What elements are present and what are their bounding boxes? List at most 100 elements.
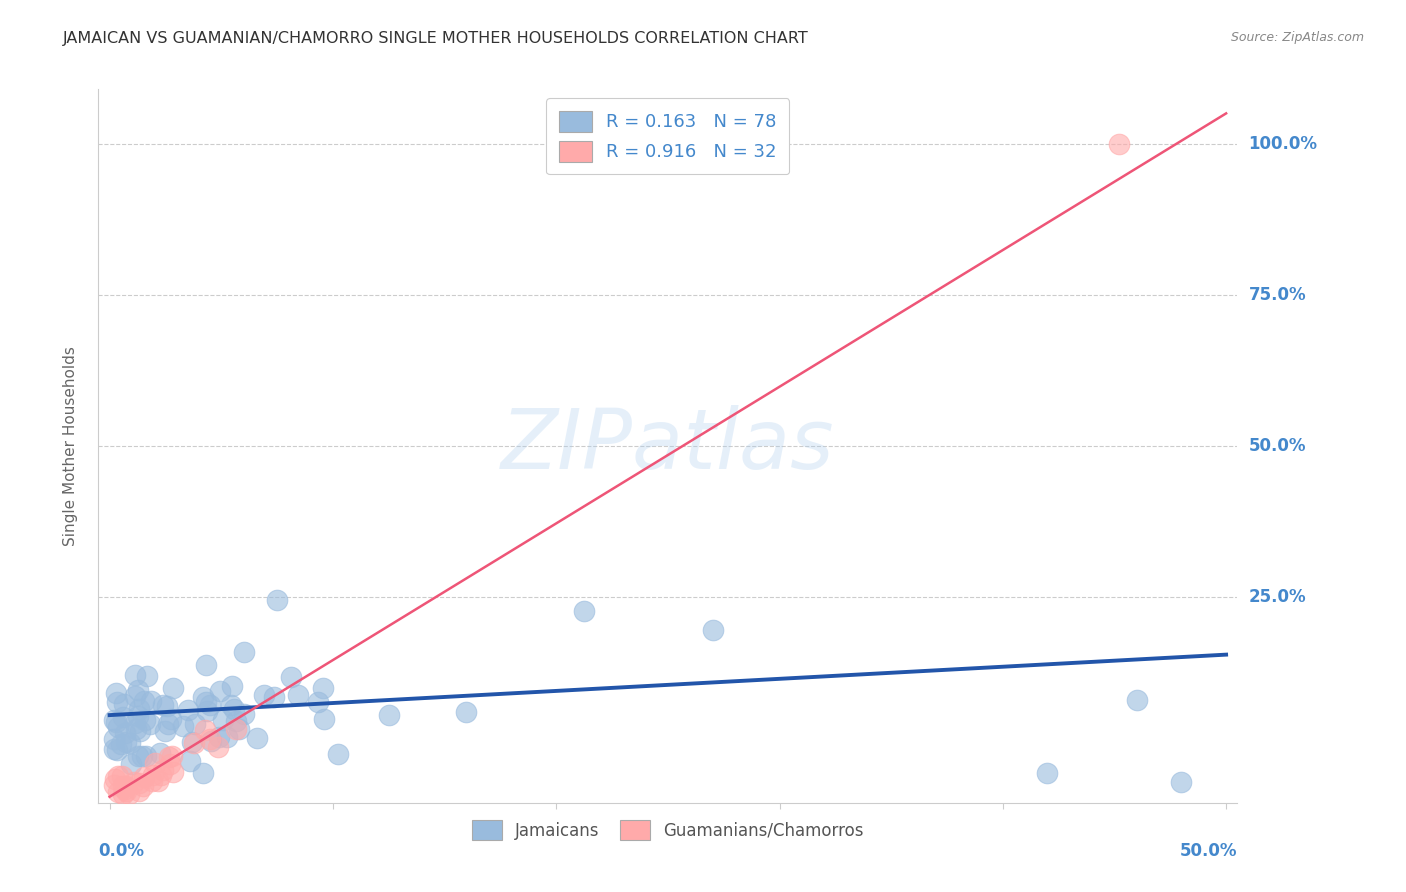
Point bbox=[195, 695, 218, 709]
Point bbox=[127, 709, 149, 723]
Point bbox=[112, 710, 135, 724]
Point bbox=[1036, 765, 1059, 780]
Point bbox=[208, 730, 231, 744]
Point bbox=[149, 746, 172, 760]
Point bbox=[195, 657, 218, 672]
Point bbox=[222, 702, 245, 716]
Point bbox=[127, 748, 149, 763]
Point bbox=[314, 712, 336, 726]
Point bbox=[221, 679, 243, 693]
Point bbox=[132, 779, 155, 793]
Point bbox=[172, 719, 194, 733]
Point bbox=[118, 736, 141, 750]
Point bbox=[105, 714, 128, 729]
Point bbox=[114, 726, 136, 740]
Point bbox=[266, 593, 288, 607]
Point bbox=[135, 748, 157, 763]
Point bbox=[128, 776, 150, 790]
Point bbox=[105, 686, 128, 700]
Point bbox=[572, 604, 595, 618]
Point bbox=[1108, 136, 1130, 151]
Point bbox=[311, 681, 333, 696]
Point bbox=[263, 690, 285, 704]
Point bbox=[1170, 774, 1192, 789]
Point bbox=[159, 757, 181, 772]
Point bbox=[149, 768, 172, 782]
Point bbox=[191, 690, 214, 705]
Point bbox=[225, 723, 247, 737]
Text: 50.0%: 50.0% bbox=[1180, 842, 1237, 860]
Point bbox=[211, 714, 233, 728]
Point bbox=[162, 681, 184, 695]
Point bbox=[156, 698, 179, 713]
Point bbox=[124, 774, 146, 789]
Point bbox=[162, 749, 184, 764]
Point bbox=[245, 731, 267, 745]
Point bbox=[107, 769, 129, 783]
Point bbox=[114, 734, 136, 748]
Point bbox=[225, 714, 247, 728]
Point bbox=[114, 782, 136, 797]
Point bbox=[191, 766, 214, 780]
Point bbox=[105, 742, 128, 756]
Point bbox=[183, 736, 205, 750]
Point bbox=[135, 669, 157, 683]
Point bbox=[195, 704, 218, 718]
Point bbox=[157, 750, 180, 764]
Point bbox=[103, 778, 125, 792]
Point bbox=[287, 689, 309, 703]
Point bbox=[142, 768, 165, 782]
Text: 75.0%: 75.0% bbox=[1249, 285, 1306, 304]
Point bbox=[120, 757, 142, 772]
Point bbox=[157, 716, 180, 731]
Point bbox=[124, 716, 146, 731]
Point bbox=[112, 697, 135, 711]
Point bbox=[219, 698, 242, 712]
Point bbox=[702, 624, 724, 638]
Text: JAMAICAN VS GUAMANIAN/CHAMORRO SINGLE MOTHER HOUSEHOLDS CORRELATION CHART: JAMAICAN VS GUAMANIAN/CHAMORRO SINGLE MO… bbox=[63, 31, 808, 46]
Point bbox=[152, 698, 174, 713]
Point bbox=[139, 716, 162, 731]
Point bbox=[115, 779, 138, 793]
Point bbox=[114, 784, 136, 798]
Point bbox=[181, 735, 204, 749]
Point bbox=[107, 720, 129, 734]
Point bbox=[326, 747, 349, 762]
Point bbox=[104, 772, 127, 786]
Point bbox=[124, 667, 146, 681]
Point bbox=[131, 749, 153, 764]
Y-axis label: Single Mother Households: Single Mother Households bbox=[63, 346, 77, 546]
Point bbox=[377, 707, 399, 722]
Point bbox=[253, 688, 276, 702]
Point bbox=[143, 756, 166, 770]
Point bbox=[228, 722, 250, 736]
Point bbox=[134, 694, 156, 708]
Point bbox=[194, 723, 217, 737]
Point bbox=[159, 712, 181, 726]
Point bbox=[177, 703, 200, 717]
Point bbox=[207, 740, 229, 755]
Legend: Jamaicans, Guamanians/Chamorros: Jamaicans, Guamanians/Chamorros bbox=[464, 812, 872, 848]
Text: 100.0%: 100.0% bbox=[1249, 135, 1317, 153]
Point bbox=[141, 773, 163, 788]
Point bbox=[107, 785, 129, 799]
Text: 50.0%: 50.0% bbox=[1249, 437, 1306, 455]
Point bbox=[129, 724, 152, 739]
Text: 25.0%: 25.0% bbox=[1249, 588, 1306, 607]
Point bbox=[215, 730, 238, 744]
Point bbox=[208, 684, 231, 698]
Point bbox=[307, 695, 329, 709]
Point bbox=[1126, 693, 1149, 707]
Point bbox=[125, 723, 148, 737]
Text: 0.0%: 0.0% bbox=[98, 842, 145, 860]
Point bbox=[148, 774, 170, 789]
Point bbox=[105, 694, 128, 708]
Point bbox=[112, 787, 135, 801]
Point bbox=[128, 784, 150, 798]
Point bbox=[103, 731, 125, 746]
Text: Source: ZipAtlas.com: Source: ZipAtlas.com bbox=[1230, 31, 1364, 45]
Point bbox=[103, 713, 125, 727]
Point bbox=[280, 670, 302, 684]
Point bbox=[456, 705, 478, 719]
Point bbox=[110, 737, 132, 751]
